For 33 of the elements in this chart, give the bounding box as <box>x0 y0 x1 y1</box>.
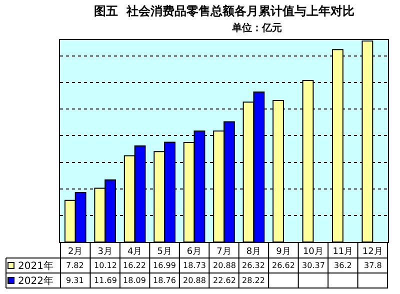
data-label: 22.62 <box>213 276 236 285</box>
data-label: 9.31 <box>66 276 84 285</box>
chart-title: 图五 社会消费品零售总额各月累计值与上年对比 <box>94 4 354 18</box>
data-label: 18.76 <box>153 276 176 285</box>
data-label: 30.37 <box>302 261 325 270</box>
data-label: 7.82 <box>66 261 84 270</box>
data-label: 36.2 <box>334 261 352 270</box>
data-label: 26.62 <box>272 261 295 270</box>
x-tick-label: 7月 <box>216 246 232 257</box>
data-label: 28.22 <box>242 276 265 285</box>
data-label: 18.09 <box>123 276 146 285</box>
data-label: 10.12 <box>94 261 117 270</box>
data-label: 18.73 <box>183 261 206 270</box>
x-tick-label: 11月 <box>332 246 354 257</box>
x-tick-label: 6月 <box>186 246 202 257</box>
data-label: 16.99 <box>153 261 176 270</box>
data-label: 16.22 <box>123 261 146 270</box>
data-label: 20.88 <box>183 276 206 285</box>
data-label: 11.69 <box>94 276 117 285</box>
x-tick-label: 3月 <box>98 246 112 257</box>
chart-subtitle: 单位：亿元 <box>231 22 282 34</box>
x-tick-label: 8月 <box>246 246 262 257</box>
x-tick-label: 2月 <box>68 246 83 257</box>
legend-label: 2021年 <box>18 260 54 272</box>
x-tick-label: 12月 <box>362 246 383 257</box>
x-tick-label: 5月 <box>157 246 172 257</box>
x-tick-label: 10月 <box>302 246 324 257</box>
x-tick-label: 4月 <box>127 246 142 257</box>
legend-label: 2022年 <box>18 275 54 287</box>
x-tick-label: 9月 <box>276 246 291 257</box>
data-label: 20.88 <box>213 261 236 270</box>
data-label: 26.32 <box>242 261 265 270</box>
data-label: 37.8 <box>364 261 382 270</box>
